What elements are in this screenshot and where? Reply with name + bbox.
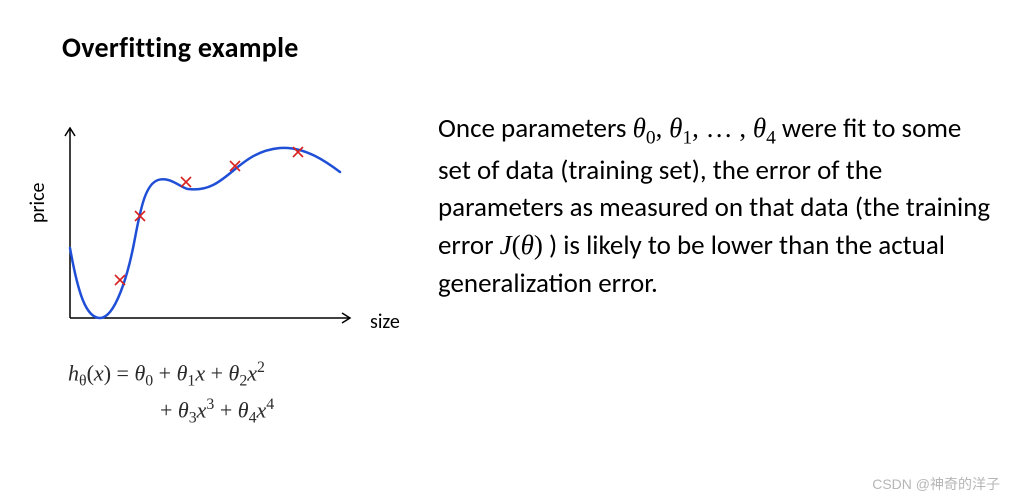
explanation-text: Once parameters θ0, θ1, … , θ4 were fit … — [438, 110, 993, 303]
overfitting-chart: price size — [30, 118, 400, 348]
formula-line1: hθ(x) = θ0 + θ1x + θ2x2 — [68, 356, 274, 393]
j-theta: J(θ) — [500, 230, 543, 260]
x-axis-label: size — [370, 310, 400, 334]
hypothesis-formula: hθ(x) = θ0 + θ1x + θ2x2 + θ3x3 + θ4x4 — [68, 356, 274, 431]
slide-root: Overfitting example price size hθ(x) = θ… — [0, 0, 1016, 502]
watermark-text: CSDN @神奇的洋子 — [872, 474, 1000, 494]
formula-line2: + θ3x3 + θ4x4 — [68, 393, 274, 430]
theta-sequence: θ0, θ1, … , θ4 — [633, 113, 776, 143]
chart-svg — [30, 118, 360, 328]
slide-title: Overfitting example — [62, 30, 299, 65]
y-axis-label: price — [26, 183, 50, 223]
body-part1: Once parameters — [438, 112, 633, 145]
